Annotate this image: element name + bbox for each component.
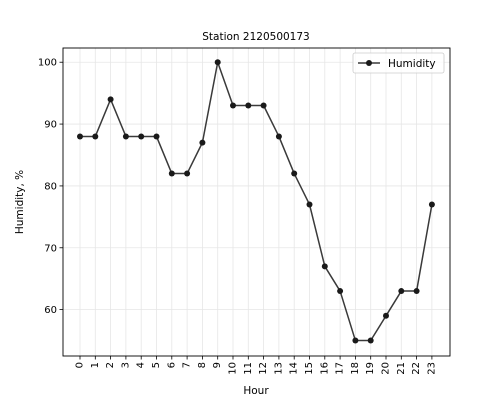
data-point <box>383 312 389 319</box>
y-tick-label: 80 <box>44 181 57 192</box>
x-tick-label: 22 <box>411 362 422 375</box>
x-tick-label: 15 <box>304 362 315 375</box>
data-point <box>260 102 267 109</box>
series-layer <box>77 59 435 344</box>
legend-marker-swatch <box>366 60 372 66</box>
data-point <box>107 96 114 103</box>
data-point <box>122 133 129 140</box>
data-point <box>199 139 206 146</box>
x-tick-label: 19 <box>365 362 376 375</box>
x-tick-label: 0 <box>75 362 86 368</box>
y-tick-label: 90 <box>44 120 57 131</box>
legend-label-humidity: Humidity <box>388 58 436 70</box>
x-axis-label: Hour <box>243 385 269 397</box>
y-axis-label: Humidity, % <box>14 170 26 234</box>
x-tick-label: 3 <box>120 362 131 368</box>
data-point <box>230 102 236 109</box>
data-point <box>306 201 313 208</box>
data-point <box>321 263 328 270</box>
x-tick-label: 14 <box>289 362 300 375</box>
data-point <box>245 102 252 109</box>
y-tick-label: 100 <box>38 58 57 69</box>
x-tick-label: 4 <box>136 362 147 368</box>
x-tick-label: 1 <box>90 362 101 368</box>
x-tick-label: 9 <box>212 362 223 368</box>
x-tick-label: 12 <box>258 362 269 375</box>
data-point <box>275 133 282 140</box>
data-point <box>352 337 359 344</box>
x-tick-label: 17 <box>335 362 346 375</box>
y-axis-ticks: 60 70 80 90 100 <box>38 58 63 316</box>
x-tick-label: 2 <box>105 362 116 368</box>
grid-lines <box>63 48 450 356</box>
x-tick-label: 16 <box>319 362 330 375</box>
data-point <box>168 170 175 177</box>
y-tick-label: 70 <box>44 243 57 254</box>
data-point <box>138 133 145 140</box>
series-line-humidity <box>80 61 433 342</box>
data-point <box>428 201 435 208</box>
x-tick-label: 6 <box>166 362 177 368</box>
x-tick-label: 13 <box>273 362 284 375</box>
data-point <box>367 337 374 344</box>
legend-box <box>352 52 445 74</box>
data-point <box>214 59 221 66</box>
data-point <box>77 133 83 140</box>
chart-title: Station 2120500173 <box>202 31 309 43</box>
x-tick-label: 10 <box>228 362 239 375</box>
x-tick-label: 20 <box>381 362 392 375</box>
plot-area-frame <box>62 47 451 357</box>
x-tick-label: 11 <box>243 362 254 375</box>
x-tick-label: 7 <box>182 362 193 368</box>
data-point <box>153 133 160 140</box>
x-tick-label: 18 <box>350 362 361 375</box>
data-point <box>92 133 99 140</box>
x-axis-ticks: 0 1 2 3 4 5 6 7 8 9 10 11 12 13 14 15 16 17 18 19 20 21 22 23 <box>75 356 437 375</box>
legend: Humidity <box>352 52 445 74</box>
x-tick-label: 21 <box>396 362 407 375</box>
x-tick-label: 5 <box>151 362 162 368</box>
data-point <box>291 170 298 177</box>
data-point <box>184 170 191 177</box>
data-point <box>398 288 405 295</box>
data-point <box>337 288 344 295</box>
y-tick-label: 60 <box>44 305 57 316</box>
x-tick-label: 8 <box>197 362 208 368</box>
data-point <box>413 288 420 295</box>
x-tick-label: 23 <box>426 362 437 375</box>
